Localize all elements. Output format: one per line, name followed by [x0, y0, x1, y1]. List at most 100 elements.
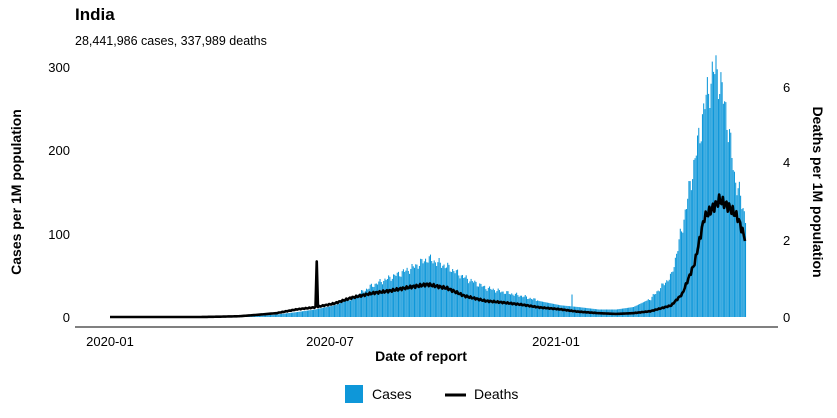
cases-bar [379, 279, 381, 317]
cases-bar [673, 267, 675, 317]
cases-bar [653, 294, 655, 317]
cases-bar [416, 264, 418, 317]
cases-bar [354, 297, 356, 317]
cases-bar [265, 315, 267, 317]
cases-bar [501, 291, 503, 317]
cases-bar [640, 303, 642, 317]
cases-bar [540, 301, 542, 317]
cases-bar [668, 279, 670, 317]
cases-bar [332, 305, 334, 317]
cases-bar [735, 182, 737, 317]
cases-bar [336, 304, 338, 317]
cases-bar [549, 303, 551, 317]
y2-tick-label: 6 [783, 80, 790, 95]
cases-bar [406, 267, 408, 317]
cases-bar [321, 307, 323, 317]
cases-bar [537, 300, 539, 317]
cases-bar [436, 265, 438, 317]
cases-bar [705, 94, 707, 317]
cases-bar [637, 304, 639, 317]
cases-bar [375, 283, 377, 317]
cases-bar [310, 310, 312, 317]
cases-bar [404, 271, 406, 317]
cases-bar [652, 294, 654, 317]
cases-bar [319, 308, 321, 317]
cases-bar [415, 264, 417, 317]
cases-bar [320, 308, 322, 317]
cases-bar [688, 181, 690, 317]
cases-bar [421, 259, 423, 317]
cases-bar [301, 311, 304, 317]
cases-bar [651, 296, 653, 317]
cases-bar [449, 271, 451, 317]
cases-bar [385, 280, 387, 317]
cases-bar [277, 314, 279, 317]
cases-bar [647, 299, 649, 317]
cases-bar [278, 314, 280, 317]
cases-bar [454, 273, 456, 317]
cases-bar [522, 297, 524, 317]
y-axis-title: Cases per 1M population [8, 109, 24, 275]
cases-bar [727, 142, 729, 317]
cases-bar [285, 313, 288, 317]
cases-bar [274, 314, 276, 317]
cases-bar [298, 311, 300, 317]
cases-bar [641, 302, 643, 317]
cases-bar [663, 285, 665, 317]
cases-bar [363, 292, 365, 317]
cases-bar [418, 265, 420, 317]
cases-bar [737, 188, 739, 317]
cases-bar [426, 262, 428, 317]
cases-bar [717, 99, 719, 317]
cases-bar [370, 283, 372, 317]
cases-bar [642, 302, 644, 317]
cases-bar [698, 127, 700, 317]
cases-bar [401, 271, 403, 317]
cases-bar [639, 304, 641, 317]
cases-bar [288, 313, 290, 317]
cases-bar [681, 231, 683, 317]
cases-bar [305, 310, 307, 317]
chart-title: India [75, 5, 115, 24]
cases-bar [656, 291, 658, 317]
x-tick-label: 2021-01 [532, 334, 580, 349]
cases-bar [322, 307, 324, 317]
cases-bar [505, 293, 507, 317]
cases-bar [500, 292, 502, 317]
cases-bar [357, 294, 359, 317]
cases-bar [427, 262, 429, 317]
cases-bar [714, 74, 716, 317]
x-axis-title: Date of report [375, 348, 467, 364]
cases-bar [738, 181, 740, 317]
cases-bar [741, 209, 743, 317]
cases-bar [338, 303, 340, 317]
cases-bar [699, 143, 701, 317]
cases-bar [417, 268, 419, 317]
cases-bar [517, 295, 519, 317]
cases-bar [325, 307, 327, 317]
cases-bar [541, 301, 543, 317]
cases-bar [397, 271, 400, 317]
cases-bar [635, 305, 637, 317]
cases-bar [636, 305, 638, 317]
cases-bar [391, 278, 393, 317]
cases-bar [304, 310, 306, 317]
cases-bar [348, 300, 350, 317]
cases-bar [347, 299, 349, 317]
cases-bar [333, 305, 336, 317]
cases-bar [485, 289, 487, 317]
cases-bar [667, 281, 669, 317]
cases-bar [309, 310, 311, 317]
cases-bar [674, 257, 676, 317]
cases-bar [543, 301, 545, 317]
cases-bar [513, 295, 515, 317]
cases-bar [683, 219, 685, 317]
cases-bar [361, 290, 363, 317]
cases-bar [695, 155, 697, 317]
cases-bar [327, 306, 329, 317]
cases-bar [287, 313, 289, 317]
cases-bar [518, 296, 520, 317]
cases-bar [473, 282, 475, 317]
cases-bar [669, 273, 671, 317]
cases-bar [341, 302, 343, 317]
